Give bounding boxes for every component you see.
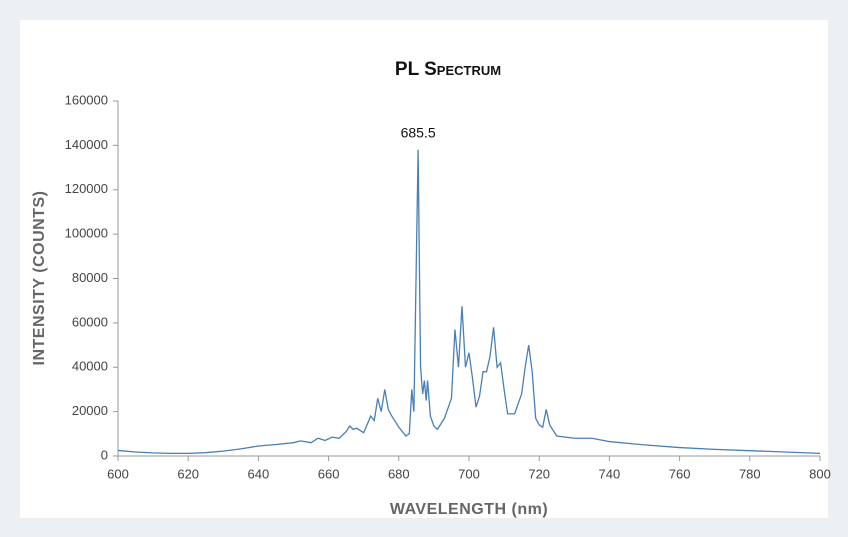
x-axis-title: WAVELENGTH (nm) bbox=[390, 501, 548, 518]
x-tick-label: 700 bbox=[458, 466, 480, 481]
x-tick-label: 600 bbox=[107, 466, 129, 481]
x-tick-label: 720 bbox=[528, 466, 550, 481]
y-tick-label: 100000 bbox=[65, 226, 108, 241]
y-tick-label: 60000 bbox=[72, 314, 108, 329]
y-tick-label: 140000 bbox=[65, 137, 108, 152]
y-tick-label: 120000 bbox=[65, 181, 108, 196]
x-tick-label: 740 bbox=[599, 466, 621, 481]
y-tick-label: 0 bbox=[101, 447, 108, 462]
chart-title: PL Spectrum bbox=[395, 59, 501, 80]
x-tick-label: 640 bbox=[248, 466, 270, 481]
x-tick-label: 780 bbox=[739, 466, 761, 481]
x-tick-label: 680 bbox=[388, 466, 410, 481]
y-tick-label: 80000 bbox=[72, 270, 108, 285]
y-tick-label: 160000 bbox=[65, 92, 108, 107]
x-tick-label: 620 bbox=[177, 466, 199, 481]
x-tick-label: 800 bbox=[809, 466, 831, 481]
panel bbox=[20, 20, 828, 518]
x-tick-label: 760 bbox=[669, 466, 691, 481]
y-tick-label: 40000 bbox=[72, 359, 108, 374]
peak-annotation: 685.5 bbox=[401, 125, 436, 141]
y-axis-title: INTENSITY (COUNTS) bbox=[31, 191, 48, 366]
spectrum-line bbox=[117, 149, 821, 454]
x-tick-label: 660 bbox=[318, 466, 340, 481]
y-tick-label: 20000 bbox=[72, 403, 108, 418]
